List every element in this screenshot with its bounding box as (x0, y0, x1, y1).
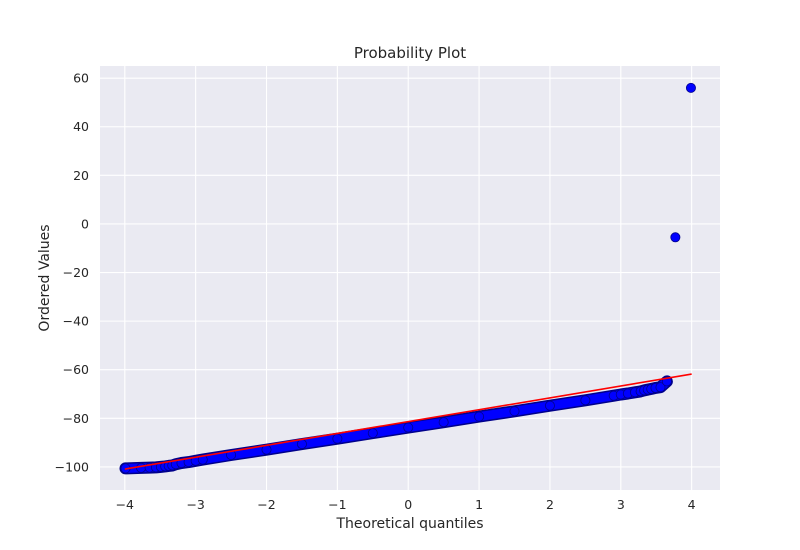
y-tick-label: −40 (63, 314, 89, 329)
plot-area (100, 66, 720, 490)
x-tick-label: −1 (328, 497, 346, 512)
y-tick-label: 20 (73, 168, 89, 183)
data-point (670, 232, 681, 243)
y-tick-label: −60 (63, 362, 89, 377)
data-point (544, 400, 555, 411)
data-point (474, 411, 485, 422)
data-point (403, 422, 414, 433)
grid-lines (100, 66, 720, 490)
tick-labels: −4 −3 −2 −1 0 1 2 3 4 60 40 20 0 −20 −40 −60 −80 −100 (55, 71, 696, 512)
data-point (580, 395, 591, 406)
y-axis-label: Ordered Values (37, 224, 53, 331)
y-tick-label: 40 (73, 119, 89, 134)
data-point (197, 454, 208, 465)
data-point (367, 428, 378, 439)
data-point (136, 462, 147, 473)
data-point (655, 382, 666, 393)
x-tick-label: −3 (186, 497, 204, 512)
data-layer (119, 82, 696, 475)
data-point (226, 450, 237, 461)
x-tick-label: 1 (475, 497, 483, 512)
y-tick-label: 0 (81, 216, 89, 231)
x-tick-label: 0 (404, 497, 412, 512)
y-tick-label: −20 (63, 265, 89, 280)
x-tick-label: 2 (546, 497, 554, 512)
x-axis-label: Theoretical quantiles (335, 516, 483, 532)
x-tick-label: 3 (617, 497, 625, 512)
x-tick-label: 4 (688, 497, 696, 512)
x-tick-label: −4 (116, 497, 134, 512)
data-point (438, 417, 449, 428)
chart-title: Probability Plot (354, 44, 466, 62)
y-tick-label: 60 (73, 71, 89, 86)
data-point (332, 433, 343, 444)
data-point (296, 439, 307, 450)
fit-line (124, 373, 692, 470)
data-point (509, 406, 520, 417)
y-tick-label: −100 (55, 459, 89, 474)
y-tick-label: −80 (63, 411, 89, 426)
x-tick-label: −2 (257, 497, 275, 512)
data-point (685, 82, 696, 93)
